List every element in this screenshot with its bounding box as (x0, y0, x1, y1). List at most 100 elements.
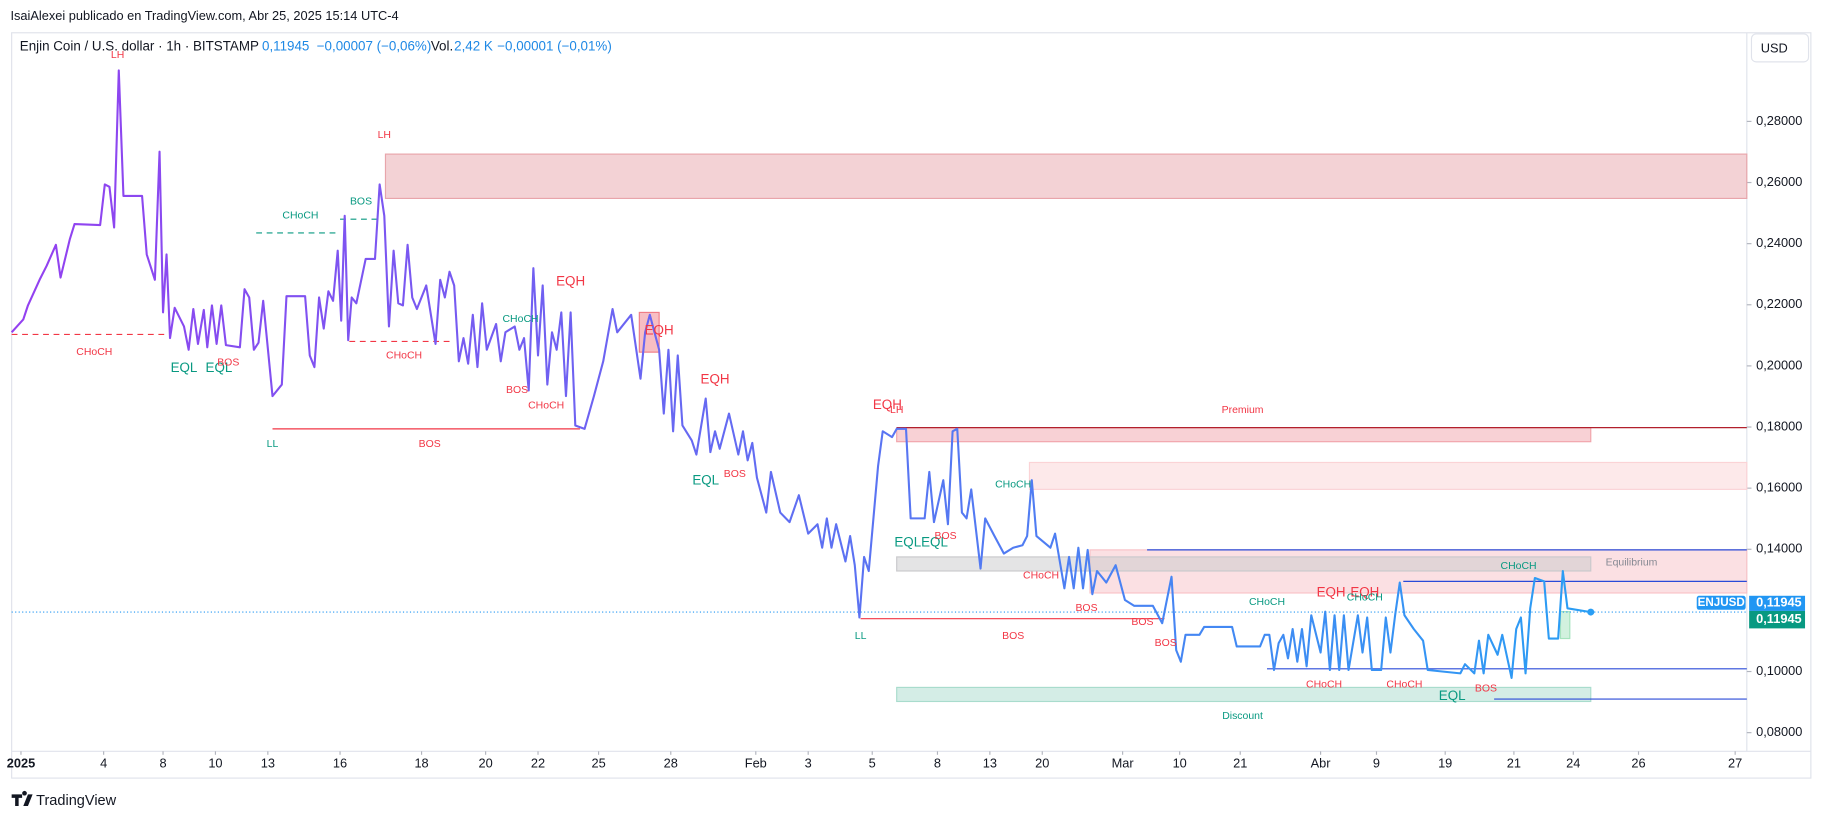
price-tag (1749, 595, 1806, 611)
annotation: BOS (935, 531, 957, 542)
annotation: LH (111, 50, 124, 61)
x-tick-label: 21 (1507, 755, 1521, 770)
annotation: Premium (1222, 405, 1264, 416)
annotation: BOS (419, 439, 441, 450)
annotation: Discount (1222, 711, 1263, 722)
annotation: CHoCH (282, 211, 318, 222)
annotation: BOS (1002, 631, 1024, 642)
volume-change: −0,00001 (−0,01%) (497, 38, 612, 53)
annotation: CHoCH (528, 400, 564, 411)
volume: 2,42 K (454, 38, 493, 53)
zone (1559, 611, 1571, 640)
annotation: Equilibrium (1606, 557, 1658, 568)
annotation: BOS (217, 357, 239, 368)
x-tick-label: 21 (1233, 755, 1247, 770)
annotation: LL (267, 439, 279, 450)
annotation: EQH (701, 371, 730, 386)
price-tag-label: 0,11945 (1756, 595, 1802, 610)
annotation: LL (855, 631, 867, 642)
annotation: EQLEQL (894, 534, 948, 549)
annotation: CHoCH (1347, 593, 1383, 604)
x-tick-label: 22 (531, 755, 545, 770)
annotation: CHoCH (1501, 561, 1537, 572)
zone (1028, 461, 1748, 490)
annotation: BOS (1475, 683, 1497, 694)
zone (384, 153, 1748, 200)
zone (896, 686, 1592, 703)
x-tick-label: 16 (333, 755, 347, 770)
x-tick-label: 10 (208, 755, 222, 770)
logo (11, 790, 33, 807)
annotation: EQH (1317, 585, 1346, 600)
series-tag (1696, 595, 1746, 610)
publisher: IsaiAlexei publicado en TradingView.com,… (10, 8, 398, 23)
annotation: CHoCH (1306, 680, 1342, 691)
symbol: Enjin Coin / U.S. dollar · 1h · BITSTAMP (20, 38, 259, 53)
annotation: BOS (1131, 617, 1153, 628)
annotation: EQL (171, 360, 198, 375)
x-tick-label: 10 (1173, 755, 1187, 770)
annotation: EQH (645, 323, 674, 338)
x-tick-label: 3 (805, 755, 812, 770)
annotation: BOS (350, 197, 372, 208)
x-tick-label: 20 (478, 755, 492, 770)
currency[interactable]: USD (1761, 40, 1788, 55)
volume-label: Vol. (431, 38, 453, 53)
x-tick-label: 13 (983, 755, 997, 770)
annotation: EQL (1439, 688, 1466, 703)
annotation: EQH (873, 397, 902, 412)
x-tick-label: 20 (1035, 755, 1049, 770)
annotation: BOS (1155, 638, 1177, 649)
x-tick-label: Abr (1311, 755, 1332, 770)
x-tick-label: 8 (159, 755, 166, 770)
y-tick-label: 0,20000 (1756, 357, 1802, 372)
price-tag-label: 0,11945 (1756, 611, 1802, 626)
series-name: ENJUSD (1698, 596, 1745, 609)
y-tick-label: 0,22000 (1756, 296, 1802, 311)
y-tick-label: 0,08000 (1756, 724, 1802, 739)
chart-frame (11, 32, 1812, 779)
x-tick-label: 8 (934, 755, 941, 770)
annotation: BOS (1075, 603, 1097, 614)
price-tag (1749, 610, 1806, 629)
x-tick-label: 28 (664, 755, 678, 770)
change: −0,00007 (−0,06%) (317, 38, 432, 53)
currency-button[interactable] (1750, 33, 1810, 63)
annotation: CHoCH (1386, 680, 1422, 691)
annotation: EQH (556, 274, 585, 289)
x-tick-label: 26 (1631, 755, 1645, 770)
annotation: CHoCH (1023, 570, 1059, 581)
y-tick-label: 0,14000 (1756, 541, 1802, 556)
annotation: CHoCH (1249, 597, 1285, 608)
annotation: CHoCH (76, 347, 112, 358)
y-tick-label: 0,16000 (1756, 480, 1802, 495)
annotation: EQH (1350, 585, 1379, 600)
annotation: CHoCH (995, 480, 1031, 491)
y-tick-label: 0,10000 (1756, 663, 1802, 678)
x-tick-label: Mar (1112, 755, 1135, 770)
x-tick-label: 18 (414, 755, 428, 770)
annotation: BOS (724, 469, 746, 480)
annotation: CHoCH (386, 350, 422, 361)
x-tick-label: Feb (745, 755, 767, 770)
price-line (10, 69, 1591, 679)
x-tick-label: 5 (869, 755, 876, 770)
annotation: BOS (506, 385, 528, 396)
x-tick-label: 27 (1728, 755, 1742, 770)
x-tick-label: 9 (1373, 755, 1380, 770)
x-tick-label: 25 (591, 755, 605, 770)
annotation: EQL (206, 360, 233, 375)
y-tick-label: 0,28000 (1756, 113, 1802, 128)
annotation: LH (890, 405, 903, 416)
brand: TradingView (36, 793, 117, 809)
y-tick-label: 0,24000 (1756, 235, 1802, 250)
x-tick-label: 4 (100, 755, 107, 770)
annotation: LH (378, 130, 391, 141)
last-point (1587, 608, 1595, 616)
x-tick-label: 19 (1438, 755, 1452, 770)
annotation: CHoCH (503, 314, 539, 325)
x-tick-label: 13 (261, 755, 275, 770)
y-tick-label: 0,26000 (1756, 174, 1802, 189)
price: 0,11945 (262, 38, 309, 53)
